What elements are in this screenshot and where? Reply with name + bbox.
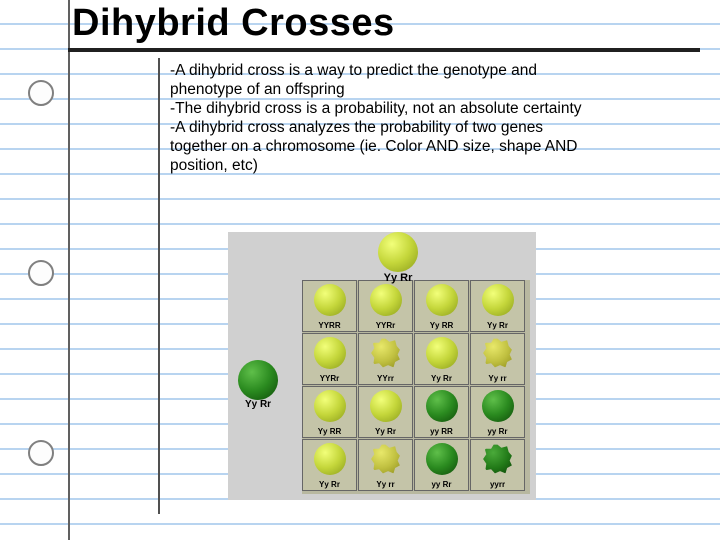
punnett-cell: YYrr [358, 333, 413, 385]
punnett-cell: Yy rr [358, 439, 413, 491]
genotype-label: YYRr [303, 374, 356, 383]
punnett-cell: YYRr [302, 333, 357, 385]
genotype-label: Yy Rr [359, 427, 412, 436]
parent-left: Yy Rr [238, 360, 278, 410]
pea-icon [314, 443, 346, 475]
bullet-3: -A dihybrid cross analyzes the probabili… [170, 118, 600, 175]
genotype-label: Yy Rr [471, 321, 524, 330]
pea-icon [314, 390, 346, 422]
genotype-label: yy Rr [415, 480, 468, 489]
notebook-margin-line [68, 0, 70, 540]
punnett-cell: YYRR [302, 280, 357, 332]
punnett-cell: Yy Rr [302, 439, 357, 491]
parent-top-pea [378, 232, 418, 272]
punnett-grid: YYRRYYRrYy RRYy RrYYRrYYrrYy RrYy rrYy R… [302, 280, 530, 494]
page-title: Dihybrid Crosses [72, 2, 395, 45]
genotype-label: Yy RR [415, 321, 468, 330]
genotype-label: yyrr [471, 480, 524, 489]
punnett-cell: Yy RR [302, 386, 357, 438]
pea-icon [426, 337, 458, 369]
pea-icon [482, 337, 514, 369]
pea-icon [370, 284, 402, 316]
binder-hole [28, 260, 54, 286]
punnett-cell: Yy Rr [470, 280, 525, 332]
bullet-2: -The dihybrid cross is a probability, no… [170, 99, 600, 118]
pea-icon [426, 390, 458, 422]
pea-icon [426, 284, 458, 316]
punnett-cell: Yy rr [470, 333, 525, 385]
genotype-label: Yy Rr [303, 480, 356, 489]
binder-hole [28, 80, 54, 106]
binder-hole [28, 440, 54, 466]
body-text: -A dihybrid cross is a way to predict th… [170, 61, 600, 175]
pea-icon [314, 337, 346, 369]
title-underline [68, 48, 700, 52]
genotype-label: YYRr [359, 321, 412, 330]
parent-top-label: Yy Rr [378, 272, 418, 284]
pea-icon [482, 390, 514, 422]
pea-icon [482, 443, 514, 475]
pea-icon [314, 284, 346, 316]
pea-icon [482, 284, 514, 316]
punnett-cell: Yy RR [414, 280, 469, 332]
pea-icon [370, 443, 402, 475]
parent-top: Yy Rr [378, 232, 418, 284]
bullet-1: -A dihybrid cross is a way to predict th… [170, 61, 600, 99]
genotype-label: yy RR [415, 427, 468, 436]
genotype-label: Yy rr [471, 374, 524, 383]
parent-left-label: Yy Rr [238, 399, 278, 410]
pea-icon [370, 337, 402, 369]
punnett-cell: yy Rr [414, 439, 469, 491]
punnett-cell: yy Rr [470, 386, 525, 438]
punnett-cell: Yy Rr [414, 333, 469, 385]
punnett-cell: yyrr [470, 439, 525, 491]
genotype-label: yy Rr [471, 427, 524, 436]
punnett-cell: Yy Rr [358, 386, 413, 438]
parent-left-pea [238, 360, 278, 400]
text-margin-line [158, 58, 160, 514]
genotype-label: Yy RR [303, 427, 356, 436]
punnett-cell: yy RR [414, 386, 469, 438]
genotype-label: YYrr [359, 374, 412, 383]
genotype-label: YYRR [303, 321, 356, 330]
punnett-cell: YYRr [358, 280, 413, 332]
genotype-label: Yy Rr [415, 374, 468, 383]
pea-icon [370, 390, 402, 422]
punnett-square-figure: Yy Rr Yy Rr YYRRYYRrYy RRYy RrYYRrYYrrYy… [228, 232, 536, 500]
pea-icon [426, 443, 458, 475]
genotype-label: Yy rr [359, 480, 412, 489]
